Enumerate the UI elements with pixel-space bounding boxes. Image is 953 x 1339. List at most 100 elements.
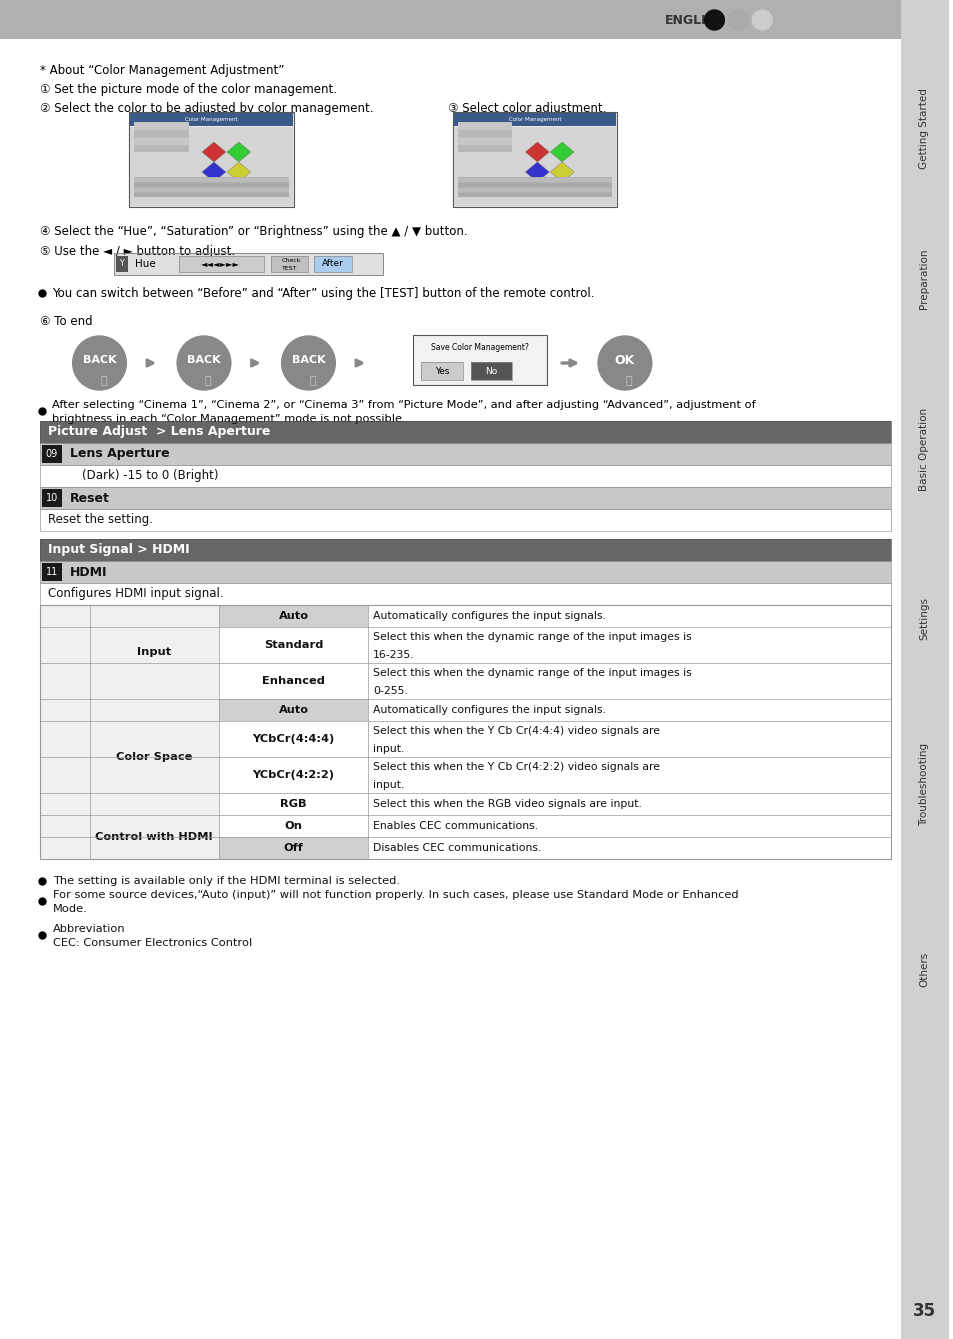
Bar [40,487,890,509]
Text: Reset the setting.: Reset the setting. [48,513,152,526]
Text: Save Color Management?: Save Color Management? [431,343,529,352]
Text: Picture Adjust  > Lens Aperture: Picture Adjust > Lens Aperture [48,426,270,438]
Text: You can switch between “Before” and “After” using the [TEST] button of the remot: You can switch between “Before” and “Aft… [51,287,594,300]
Text: Troubleshooting: Troubleshooting [919,742,928,826]
Bar [457,145,512,153]
Circle shape [728,9,747,29]
Bar [40,582,890,605]
Bar [134,178,288,182]
Text: YCbCr(4:4:4): YCbCr(4:4:4) [253,734,335,744]
Bar [134,193,288,197]
Bar [134,177,288,197]
Text: Automatically configures the input signals.: Automatically configures the input signa… [373,611,605,621]
Bar [134,183,288,187]
Bar [42,562,62,581]
Bar [130,112,294,208]
Text: After: After [322,260,344,269]
Bar [457,193,611,197]
Text: Auto: Auto [278,706,308,715]
Bar [40,837,890,860]
Text: Mode.: Mode. [52,904,88,915]
Circle shape [281,336,335,390]
Text: Settings: Settings [919,597,928,640]
Text: 0-255.: 0-255. [373,686,408,696]
Text: Input Signal > HDMI: Input Signal > HDMI [48,544,190,557]
Text: Color Management: Color Management [185,116,237,122]
Text: 16-235.: 16-235. [373,649,415,660]
Bar [40,420,890,443]
Polygon shape [202,162,226,182]
Bar [420,362,462,380]
Bar [413,335,547,386]
Text: YCbCr(4:2:2): YCbCr(4:2:2) [253,770,335,781]
Bar [134,130,189,137]
Bar [40,627,890,663]
Bar [40,420,890,443]
Text: BACK: BACK [83,355,116,366]
Bar [218,757,368,793]
Polygon shape [227,162,251,182]
Text: 👋: 👋 [205,376,211,386]
Text: Select this when the dynamic range of the input images is: Select this when the dynamic range of th… [373,632,691,641]
Bar [40,815,890,837]
Text: 09: 09 [46,449,58,459]
Polygon shape [202,142,226,162]
Text: TEST: TEST [281,265,296,270]
Bar [40,663,890,699]
Bar [40,509,890,532]
Polygon shape [525,142,549,162]
Circle shape [703,9,723,29]
Text: Getting Started: Getting Started [919,88,928,170]
Bar [114,253,383,274]
Bar [271,256,308,272]
Bar [40,699,90,815]
Bar [470,362,512,380]
Text: 11: 11 [46,566,58,577]
Bar [314,256,352,272]
Text: The setting is available only if the HDMI terminal is selected.: The setting is available only if the HDM… [52,876,399,886]
Bar [457,130,512,137]
Bar [457,122,512,153]
Text: BACK: BACK [292,355,325,366]
Text: Y: Y [120,260,125,269]
Text: RGB: RGB [280,799,307,809]
Bar [134,122,189,130]
Text: Basic Operation: Basic Operation [919,407,928,490]
Bar [40,509,890,532]
Text: 👋: 👋 [100,376,107,386]
Bar [40,582,890,605]
Bar [40,815,90,860]
Text: On: On [284,821,302,832]
Bar [134,138,189,145]
Bar [0,0,900,39]
Text: Preparation: Preparation [919,249,928,309]
Text: No: No [485,367,497,375]
Bar [40,605,90,699]
Text: Color Space: Color Space [116,753,193,762]
Text: Abbreviation: Abbreviation [52,924,125,935]
Text: Automatically configures the input signals.: Automatically configures the input signa… [373,706,605,715]
Circle shape [598,336,651,390]
Bar [900,0,948,1339]
Bar [40,443,890,465]
Bar [40,720,890,757]
Text: ③ Select color adjustment.: ③ Select color adjustment. [447,102,605,115]
Text: Check: Check [281,258,301,264]
Bar [457,122,512,130]
Bar [130,112,294,208]
Bar [40,699,890,720]
Bar [114,253,383,274]
Circle shape [752,9,771,29]
Polygon shape [550,142,574,162]
Text: 👋: 👋 [309,376,315,386]
Circle shape [177,336,231,390]
Bar [90,699,218,815]
Text: input.: input. [373,744,404,754]
Bar [40,540,890,561]
Text: Select this when the dynamic range of the input images is: Select this when the dynamic range of th… [373,668,691,678]
Text: After selecting “Cinema 1”, “Cinema 2”, or “Cinema 3” from “Picture Mode”, and a: After selecting “Cinema 1”, “Cinema 2”, … [51,400,755,410]
Bar [90,815,218,860]
Bar [42,445,62,463]
Text: Disables CEC communications.: Disables CEC communications. [373,844,541,853]
Bar [131,112,293,126]
